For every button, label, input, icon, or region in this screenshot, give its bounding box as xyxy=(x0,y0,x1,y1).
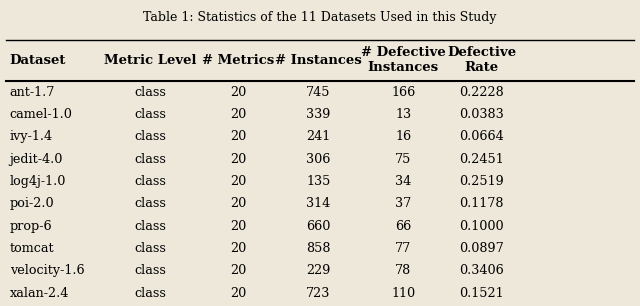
Text: 20: 20 xyxy=(230,108,246,121)
Text: 0.1521: 0.1521 xyxy=(460,287,504,300)
Text: 20: 20 xyxy=(230,287,246,300)
Text: 339: 339 xyxy=(306,108,331,121)
Text: 66: 66 xyxy=(395,220,412,233)
Text: class: class xyxy=(134,264,166,278)
Text: 229: 229 xyxy=(306,264,331,278)
Text: class: class xyxy=(134,86,166,99)
Text: class: class xyxy=(134,220,166,233)
Text: 34: 34 xyxy=(395,175,412,188)
Text: log4j-1.0: log4j-1.0 xyxy=(10,175,66,188)
Text: prop-6: prop-6 xyxy=(10,220,52,233)
Text: 16: 16 xyxy=(395,130,412,144)
Text: camel-1.0: camel-1.0 xyxy=(10,108,72,121)
Text: 241: 241 xyxy=(307,130,330,144)
Text: 314: 314 xyxy=(307,197,330,211)
Text: 20: 20 xyxy=(230,264,246,278)
Text: class: class xyxy=(134,108,166,121)
Text: 858: 858 xyxy=(306,242,331,255)
Text: velocity-1.6: velocity-1.6 xyxy=(10,264,84,278)
Text: 660: 660 xyxy=(306,220,331,233)
Text: 0.1178: 0.1178 xyxy=(460,197,504,211)
Text: class: class xyxy=(134,153,166,166)
Text: Metric Level: Metric Level xyxy=(104,54,196,67)
Text: 75: 75 xyxy=(395,153,412,166)
Text: tomcat: tomcat xyxy=(10,242,54,255)
Text: 20: 20 xyxy=(230,242,246,255)
Text: ant-1.7: ant-1.7 xyxy=(10,86,55,99)
Text: 0.0897: 0.0897 xyxy=(460,242,504,255)
Text: 20: 20 xyxy=(230,86,246,99)
Text: xalan-2.4: xalan-2.4 xyxy=(10,287,69,300)
Text: 20: 20 xyxy=(230,175,246,188)
Text: 0.2228: 0.2228 xyxy=(460,86,504,99)
Text: 0.0664: 0.0664 xyxy=(460,130,504,144)
Text: 77: 77 xyxy=(395,242,412,255)
Text: 306: 306 xyxy=(306,153,331,166)
Text: class: class xyxy=(134,197,166,211)
Text: 0.0383: 0.0383 xyxy=(460,108,504,121)
Text: class: class xyxy=(134,175,166,188)
Text: class: class xyxy=(134,287,166,300)
Text: 0.2519: 0.2519 xyxy=(460,175,504,188)
Text: Dataset: Dataset xyxy=(10,54,66,67)
Text: # Instances: # Instances xyxy=(275,54,362,67)
Text: 0.1000: 0.1000 xyxy=(460,220,504,233)
Text: 723: 723 xyxy=(306,287,331,300)
Text: 20: 20 xyxy=(230,220,246,233)
Text: 166: 166 xyxy=(391,86,415,99)
Text: 13: 13 xyxy=(395,108,412,121)
Text: # Defective
Instances: # Defective Instances xyxy=(361,47,445,74)
Text: 20: 20 xyxy=(230,153,246,166)
Text: ivy-1.4: ivy-1.4 xyxy=(10,130,52,144)
Text: 0.2451: 0.2451 xyxy=(460,153,504,166)
Text: 78: 78 xyxy=(395,264,412,278)
Text: 37: 37 xyxy=(395,197,412,211)
Text: Table 1: Statistics of the 11 Datasets Used in this Study: Table 1: Statistics of the 11 Datasets U… xyxy=(143,11,497,24)
Text: 745: 745 xyxy=(306,86,331,99)
Text: Defective
Rate: Defective Rate xyxy=(447,47,516,74)
Text: 135: 135 xyxy=(306,175,331,188)
Text: # Metrics: # Metrics xyxy=(202,54,275,67)
Text: 20: 20 xyxy=(230,130,246,144)
Text: class: class xyxy=(134,130,166,144)
Text: 20: 20 xyxy=(230,197,246,211)
Text: class: class xyxy=(134,242,166,255)
Text: poi-2.0: poi-2.0 xyxy=(10,197,54,211)
Text: jedit-4.0: jedit-4.0 xyxy=(10,153,63,166)
Text: 0.3406: 0.3406 xyxy=(460,264,504,278)
Text: 110: 110 xyxy=(391,287,415,300)
